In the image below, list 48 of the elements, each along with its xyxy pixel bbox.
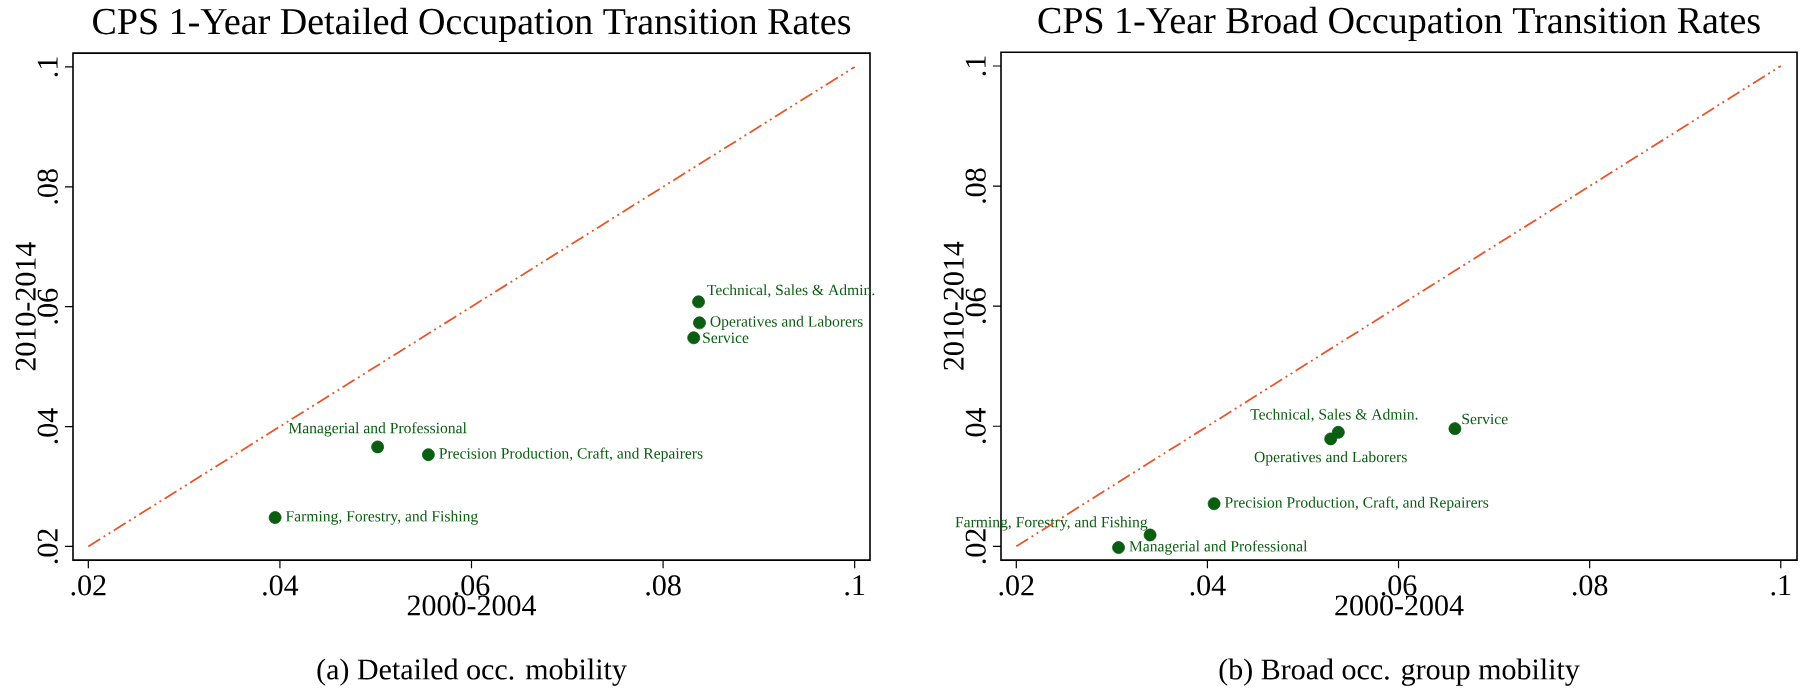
y-axis-title: 2010-2014 — [15, 242, 36, 371]
x-axis-title: 2000-2004 — [407, 595, 537, 616]
y-tick-label: .02 — [37, 529, 58, 564]
point — [1112, 541, 1125, 554]
series-label: Managerial and Professional — [288, 422, 467, 437]
series-label: Precision Production, Craft, and Repairers — [1224, 496, 1489, 511]
x-tick-label: .04 — [1190, 575, 1226, 596]
y-tick-label: .1 — [37, 57, 58, 77]
y-tick-label: .02 — [965, 529, 986, 564]
point — [692, 295, 705, 309]
chart-title: CPS 1-Year Detailed Occupation Transition Rates — [93, 7, 851, 43]
x-tick-label: .02 — [71, 575, 106, 596]
x-tick-label: .08 — [646, 575, 681, 596]
x-tick-label: .06 — [454, 575, 490, 596]
point — [693, 316, 706, 330]
series-label: Service — [1462, 413, 1508, 425]
series-label: Managerial and Professional — [1129, 540, 1308, 555]
y-tick-label: .08 — [965, 168, 986, 203]
x-tick-label: .02 — [999, 575, 1034, 596]
series-label: Operatives and Laborers — [1254, 451, 1407, 466]
point — [1207, 497, 1221, 511]
point — [687, 331, 701, 345]
point — [1448, 422, 1462, 435]
series-label: Operatives and Laborers — [710, 315, 863, 330]
series-label: Farming, Forestry, and Fishing — [285, 510, 478, 525]
y-axis-title: 2010-2014 — [943, 241, 964, 370]
y-tick-label: .06 — [965, 288, 986, 323]
point — [371, 440, 385, 454]
series-label: Precision Production, Craft, and Repairers — [439, 447, 703, 462]
y-tick-label: .08 — [37, 169, 58, 204]
point — [421, 448, 435, 462]
y-tick-label: .06 — [37, 288, 58, 324]
chart-title: CPS 1-Year Broad Occupation Transition Rates — [1038, 6, 1760, 42]
series-label: Technical, Sales & Admin. — [1250, 408, 1418, 422]
x-tick-label: .1 — [845, 575, 865, 596]
x-tick-label: .04 — [263, 575, 299, 596]
text: (b) Broad occ. group mobility — [1219, 658, 1580, 686]
text: (a) Detailed occ. mobility — [317, 658, 627, 686]
point — [1324, 432, 1338, 446]
y-tick-label: .04 — [965, 407, 986, 443]
x-tick-label: .08 — [1572, 575, 1608, 596]
x-axis-title: 2000-2004 — [1335, 595, 1464, 616]
x-tick-label: .06 — [1381, 575, 1417, 596]
y-tick-label: .1 — [965, 56, 986, 76]
series-label: Service — [703, 332, 749, 343]
y-tick-label: .04 — [37, 408, 58, 444]
x-tick-label: .1 — [1771, 575, 1791, 596]
point — [268, 511, 282, 524]
